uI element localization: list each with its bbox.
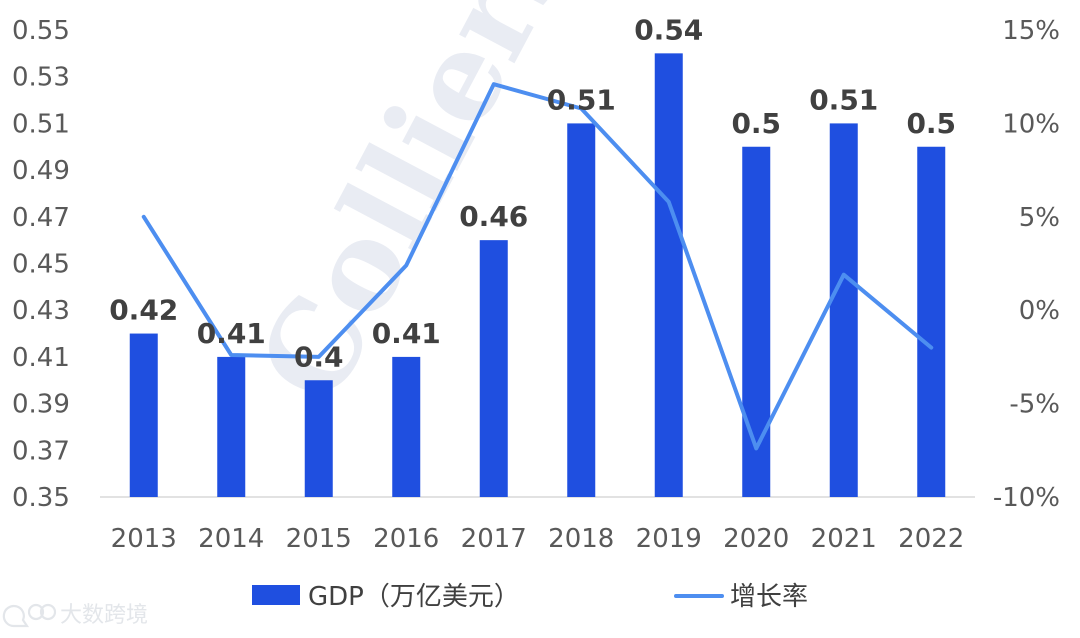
y-tick-label: 0.49 <box>12 156 70 186</box>
chat-bubbles-icon <box>2 603 57 628</box>
legend-swatch-gdp <box>252 585 300 605</box>
x-tick-label: 2013 <box>111 524 177 554</box>
data-label: 0.5 <box>731 107 781 140</box>
bar-series <box>129 53 946 498</box>
data-label: 0.41 <box>197 317 266 350</box>
x-axis: 2013 2014 2015 2016 2017 2018 2019 2020 2021 2022 <box>111 524 965 554</box>
data-labels: 0.42 0.41 0.4 0.41 0.46 0.51 0.54 0.5 0.51 0.5 <box>109 13 956 373</box>
data-label: 0.46 <box>459 200 528 233</box>
legend-label-gdp: GDP（万亿美元） <box>308 582 520 612</box>
data-label: 0.42 <box>109 294 178 327</box>
data-label: 0.41 <box>372 317 441 350</box>
x-tick-label: 2019 <box>636 524 702 554</box>
bar <box>392 356 421 497</box>
y-tick-label: 0.43 <box>12 296 70 326</box>
y-tick-label: 0.35 <box>12 483 70 513</box>
y2-tick-label: 10% <box>1002 109 1060 139</box>
bar <box>917 146 946 497</box>
line-series <box>141 82 934 451</box>
bar <box>829 123 858 498</box>
x-tick-label: 2016 <box>373 524 439 554</box>
data-label: 0.54 <box>634 13 703 46</box>
y-tick-label: 0.37 <box>12 436 70 466</box>
data-label: 0.4 <box>294 340 344 373</box>
x-tick-label: 2017 <box>461 524 527 554</box>
y-tick-label: 0.45 <box>12 250 70 280</box>
legend: GDP（万亿美元） 增长率 <box>252 582 808 612</box>
brand-logo: 大数跨境 <box>2 603 148 628</box>
bar <box>567 123 596 498</box>
y-tick-label: 0.51 <box>12 109 70 139</box>
y2-tick-label: -5% <box>1009 390 1060 420</box>
x-tick-label: 2022 <box>898 524 964 554</box>
y2-tick-label: 15% <box>1002 16 1060 46</box>
y-axis-left: 0.35 0.37 0.39 0.41 0.43 0.45 0.47 0.49 0.51 0.53… <box>12 16 70 513</box>
brand-text: 大数跨境 <box>60 603 148 628</box>
bar <box>742 146 771 497</box>
bar <box>217 356 246 497</box>
bar <box>304 380 333 497</box>
x-tick-label: 2015 <box>286 524 352 554</box>
y-tick-label: 0.39 <box>12 390 70 420</box>
x-tick-label: 2021 <box>811 524 877 554</box>
y2-tick-label: -10% <box>993 483 1060 513</box>
data-label: 0.51 <box>547 83 616 116</box>
y-tick-label: 0.53 <box>12 63 70 93</box>
bar <box>129 333 158 497</box>
data-label: 0.5 <box>906 107 956 140</box>
data-label: 0.51 <box>809 83 878 116</box>
y2-tick-label: 0% <box>1019 296 1060 326</box>
x-tick-label: 2020 <box>723 524 789 554</box>
y2-tick-label: 5% <box>1019 203 1060 233</box>
y-tick-label: 0.55 <box>12 16 70 46</box>
x-tick-label: 2018 <box>548 524 614 554</box>
growth-line <box>141 82 934 451</box>
bar <box>654 53 683 497</box>
legend-label-growth: 增长率 <box>730 582 808 612</box>
y-axis-right: -10% -5% 0% 5% 10% 15% <box>993 16 1060 513</box>
bar <box>479 240 508 497</box>
y-tick-label: 0.47 <box>12 203 70 233</box>
y-tick-label: 0.41 <box>12 343 70 373</box>
x-tick-label: 2014 <box>198 524 264 554</box>
